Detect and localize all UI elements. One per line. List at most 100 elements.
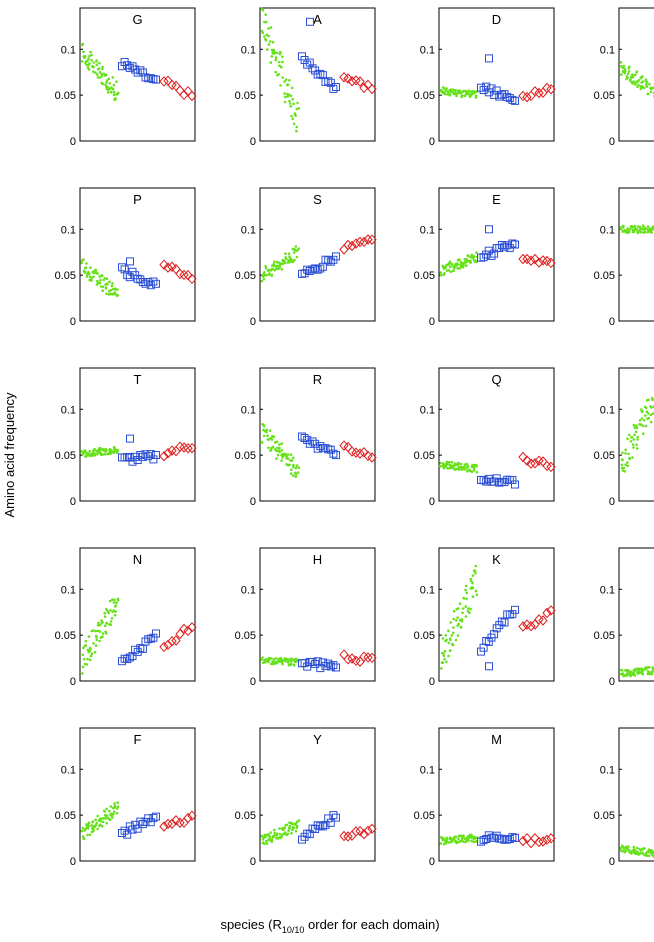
- dot-t-43: [103, 453, 107, 456]
- panel-label-e: E: [492, 192, 501, 207]
- dot-r-65: [294, 472, 298, 476]
- square-s-6: [313, 265, 322, 274]
- dot-f-69: [116, 805, 120, 808]
- dot-y-20: [270, 840, 274, 843]
- panel-frame-e: [438, 187, 555, 322]
- diamond-h-6: [363, 652, 373, 663]
- square-k-5: [490, 630, 499, 639]
- dot-y-8: [264, 835, 267, 839]
- dot-r-67: [294, 466, 298, 470]
- ytick-label-l-2: 0.1: [600, 224, 615, 236]
- dot-s-48: [284, 257, 288, 261]
- dot-m-62: [472, 840, 476, 844]
- dot-c-2: [620, 669, 624, 672]
- dot-g-14: [88, 54, 91, 58]
- ytick-label-f-2: 0.1: [61, 764, 76, 776]
- dot-f-51: [107, 816, 110, 820]
- diamond-h-1: [343, 654, 353, 665]
- dot-n-23: [92, 629, 95, 632]
- dot-a-63: [293, 112, 297, 115]
- square-a-6: [313, 70, 322, 79]
- dot-g-17: [89, 50, 92, 54]
- dot-r-59: [292, 456, 295, 460]
- diamond-g-7: [187, 90, 197, 102]
- ytick-label-r-0: 0: [250, 496, 256, 508]
- ytick-label-f-1: 0.05: [55, 810, 76, 822]
- dot-m-66: [473, 836, 476, 839]
- dot-n-60: [112, 609, 115, 612]
- ytick-label-v-0: 0: [609, 136, 615, 148]
- dot-r-37: [280, 459, 283, 462]
- dot-e-1: [440, 273, 443, 277]
- diamond-y-1: [343, 831, 353, 842]
- dot-g-8: [85, 63, 88, 67]
- diamond-e-2: [526, 255, 536, 266]
- diamond-y-4: [355, 825, 365, 837]
- dot-p-36: [99, 278, 102, 282]
- dot-y-39: [281, 833, 285, 836]
- diamond-q-2: [526, 458, 536, 469]
- ytick-label-i-1: 0.05: [594, 450, 615, 462]
- panel-i: I00.050.1: [594, 367, 654, 508]
- panel-d: D 0 0.05 0.1: [414, 7, 556, 148]
- dot-y-55: [290, 831, 293, 835]
- square-f-12: [149, 813, 158, 822]
- dot-l-31: [635, 227, 639, 231]
- dot-y-34: [278, 832, 282, 836]
- dot-w-45: [643, 847, 646, 850]
- dot-k-55: [469, 607, 472, 611]
- ytick-label-q-0: 0: [429, 496, 435, 508]
- dot-n-29: [95, 638, 99, 641]
- dot-m-42: [460, 837, 464, 841]
- dot-e-17: [449, 270, 453, 274]
- dot-d-46: [463, 94, 466, 98]
- dot-a-29: [276, 51, 279, 55]
- diamond-q-0: [518, 451, 528, 463]
- dot-a-65: [295, 129, 298, 133]
- dot-v-32: [635, 80, 639, 83]
- dot-n-49: [105, 621, 108, 625]
- dot-k-22: [450, 634, 454, 637]
- dot-g-32: [97, 67, 101, 70]
- dot-k-9: [444, 634, 448, 637]
- square-y-11: [326, 818, 335, 827]
- ytick-label-w-1: 0.05: [594, 810, 615, 822]
- dot-e-62: [471, 257, 475, 260]
- square-k-3: [484, 637, 493, 646]
- dot-i-32: [635, 426, 639, 430]
- square-f-7: [136, 817, 145, 826]
- dot-a-43: [283, 92, 286, 95]
- square-g-2: [123, 61, 132, 70]
- dot-e-67: [475, 251, 478, 254]
- panel-label-q: Q: [491, 372, 501, 387]
- dot-s-46: [284, 252, 287, 255]
- square-y-0: [298, 835, 306, 844]
- dot-m-52: [467, 839, 470, 842]
- square-p-1: [120, 265, 129, 274]
- dot-g-35: [98, 70, 102, 74]
- dot-g-24: [92, 61, 95, 64]
- dot-d-7: [442, 86, 446, 90]
- dot-s-38: [280, 268, 284, 271]
- dot-s-0: [260, 279, 264, 283]
- dot-a-11: [265, 33, 269, 37]
- dot-n-26: [94, 644, 98, 647]
- dot-p-49: [105, 292, 108, 296]
- diamond-g-5: [179, 89, 189, 101]
- dot-y-54: [288, 824, 292, 828]
- dot-c-18: [629, 674, 632, 678]
- dot-a-32: [278, 60, 281, 64]
- dot-f-12: [86, 833, 89, 837]
- dot-r-64: [294, 475, 298, 479]
- dot-q-13: [446, 467, 449, 470]
- diamond-m-6: [542, 834, 552, 846]
- dot-s-4: [262, 277, 266, 281]
- dot-r-68: [296, 471, 300, 474]
- square-f-4: [128, 825, 137, 834]
- dot-a-38: [280, 66, 283, 69]
- square-s-9: [321, 255, 330, 264]
- ytick-label-w-2: 0.1: [600, 764, 615, 776]
- square-t-4: [128, 457, 137, 466]
- dot-k-27: [452, 609, 456, 613]
- diamond-e-7: [546, 257, 556, 269]
